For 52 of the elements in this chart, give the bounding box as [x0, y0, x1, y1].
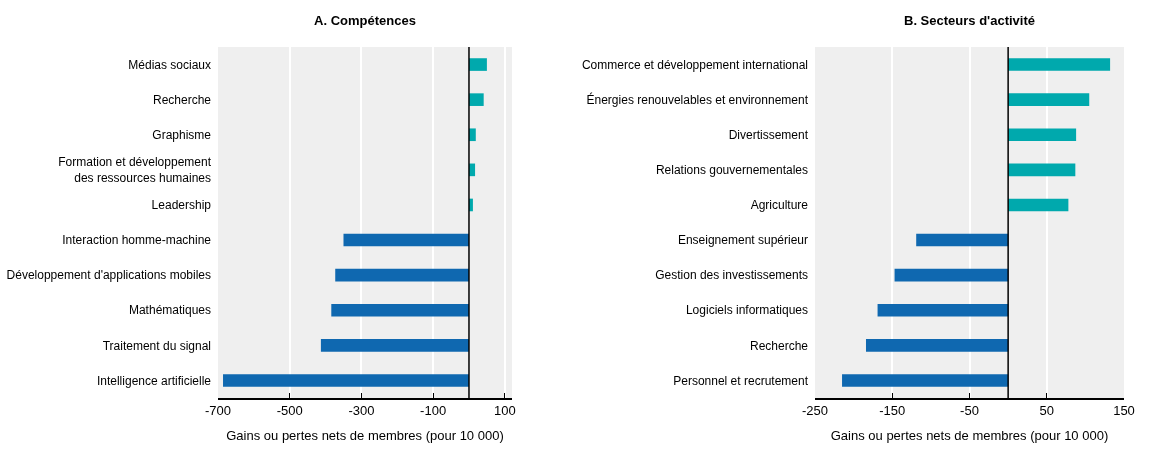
y-tick-label: Recherche — [152, 92, 212, 107]
y-tick-label: Agriculture — [750, 198, 809, 213]
bar — [343, 233, 469, 247]
x-axis-title: Gains ou pertes nets de membres (pour 10 000) — [830, 428, 1109, 444]
bar — [865, 339, 1009, 352]
y-tick-label: Intelligence artificielle — [96, 373, 212, 388]
y-tick-label: Commerce et développement international — [581, 57, 808, 72]
x-tick-label: 100 — [493, 403, 516, 419]
bar — [1008, 58, 1111, 71]
y-tick-label: Enseignement supérieur — [677, 233, 808, 248]
bar — [468, 93, 484, 106]
y-tick-label: Gestion des investissements — [655, 268, 808, 283]
y-tick-label: Leadership — [151, 198, 212, 213]
y-tick-label: Mathématiques — [128, 303, 211, 318]
bar — [916, 233, 1009, 247]
bar — [468, 128, 476, 142]
bar — [877, 303, 1009, 317]
x-tick-label: -500 — [276, 403, 303, 419]
bar — [223, 374, 469, 387]
bar — [468, 58, 487, 71]
x-tick-label: -150 — [879, 403, 906, 419]
y-tick-label: Graphisme — [152, 127, 212, 142]
y-tick-label: Relations gouvernementales — [655, 163, 808, 178]
bar — [1008, 93, 1090, 106]
x-tick-label: 50 — [1039, 403, 1054, 419]
y-tick-label: Développement d'applications mobiles — [6, 268, 211, 283]
bar — [335, 268, 469, 282]
bar — [1008, 198, 1069, 212]
y-tick-label: Interaction homme-machine — [62, 233, 212, 248]
bar — [320, 339, 469, 352]
y-tick-label: Logiciels informatiques — [685, 303, 808, 318]
bar — [894, 268, 1009, 282]
chart-title: A. Compétences — [314, 13, 416, 29]
chart-title: B. Secteurs d'activité — [904, 13, 1035, 29]
x-tick-label: -50 — [960, 403, 979, 419]
y-tick-label: Traitement du signal — [102, 338, 211, 353]
y-tick-label: Personnel et recrutement — [673, 373, 809, 388]
x-tick-label: -100 — [420, 403, 447, 419]
x-tick-label: -250 — [801, 403, 829, 419]
x-tick-label: -700 — [204, 403, 232, 419]
y-tick-label: Formation et développement des ressources humaines — [58, 155, 212, 185]
x-tick-label: 150 — [1113, 403, 1135, 419]
y-tick-label: Énergies renouvelables et environnement — [586, 91, 809, 107]
y-tick-label: Divertissement — [728, 127, 809, 142]
bar — [1008, 128, 1077, 142]
x-tick-label: -300 — [348, 403, 375, 419]
bar — [1008, 163, 1076, 177]
y-tick-label: Médias sociaux — [128, 57, 211, 72]
bar — [331, 303, 469, 317]
bar — [842, 374, 1009, 387]
x-axis-title: Gains ou pertes nets de membres (pour 10 000) — [226, 428, 504, 444]
y-tick-label: Recherche — [749, 338, 809, 353]
